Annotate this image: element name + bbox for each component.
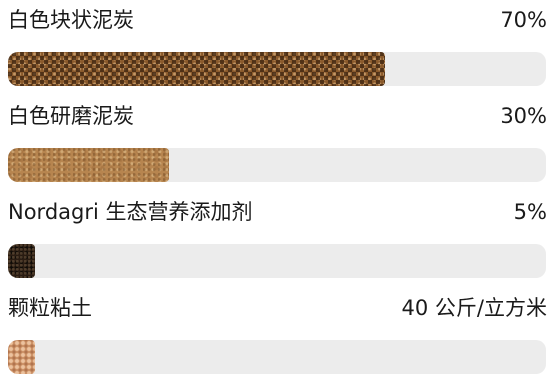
row-label-line: 颗粒粘土 40 公斤/立方米 <box>8 288 547 328</box>
row-label-line: 白色研磨泥炭 30% <box>8 96 547 136</box>
composition-row-ground-peat: 白色研磨泥炭 30% <box>0 96 554 192</box>
component-name: 白色研磨泥炭 <box>8 104 134 128</box>
composition-list: 白色块状泥炭 70% 白色研磨泥炭 30% Nordagri 生态营养添加剂 5… <box>0 0 554 374</box>
progress-track <box>8 340 546 374</box>
component-value: 5% <box>513 200 547 224</box>
progress-fill <box>8 244 35 278</box>
component-name: 颗粒粘土 <box>8 296 92 320</box>
row-label-line: Nordagri 生态营养添加剂 5% <box>8 192 547 232</box>
progress-track <box>8 52 546 86</box>
progress-fill <box>8 340 35 374</box>
composition-row-clay-granules: 颗粒粘土 40 公斤/立方米 <box>0 288 554 384</box>
progress-fill <box>8 148 170 182</box>
component-value: 70% <box>500 8 547 32</box>
progress-fill <box>8 52 385 86</box>
progress-track <box>8 148 546 182</box>
component-value: 40 公斤/立方米 <box>401 296 547 320</box>
component-name: 白色块状泥炭 <box>8 8 134 32</box>
component-name: Nordagri 生态营养添加剂 <box>8 200 253 224</box>
composition-row-chunk-peat: 白色块状泥炭 70% <box>0 0 554 96</box>
component-value: 30% <box>500 104 547 128</box>
row-label-line: 白色块状泥炭 70% <box>8 0 547 40</box>
progress-track <box>8 244 546 278</box>
composition-row-additive: Nordagri 生态营养添加剂 5% <box>0 192 554 288</box>
